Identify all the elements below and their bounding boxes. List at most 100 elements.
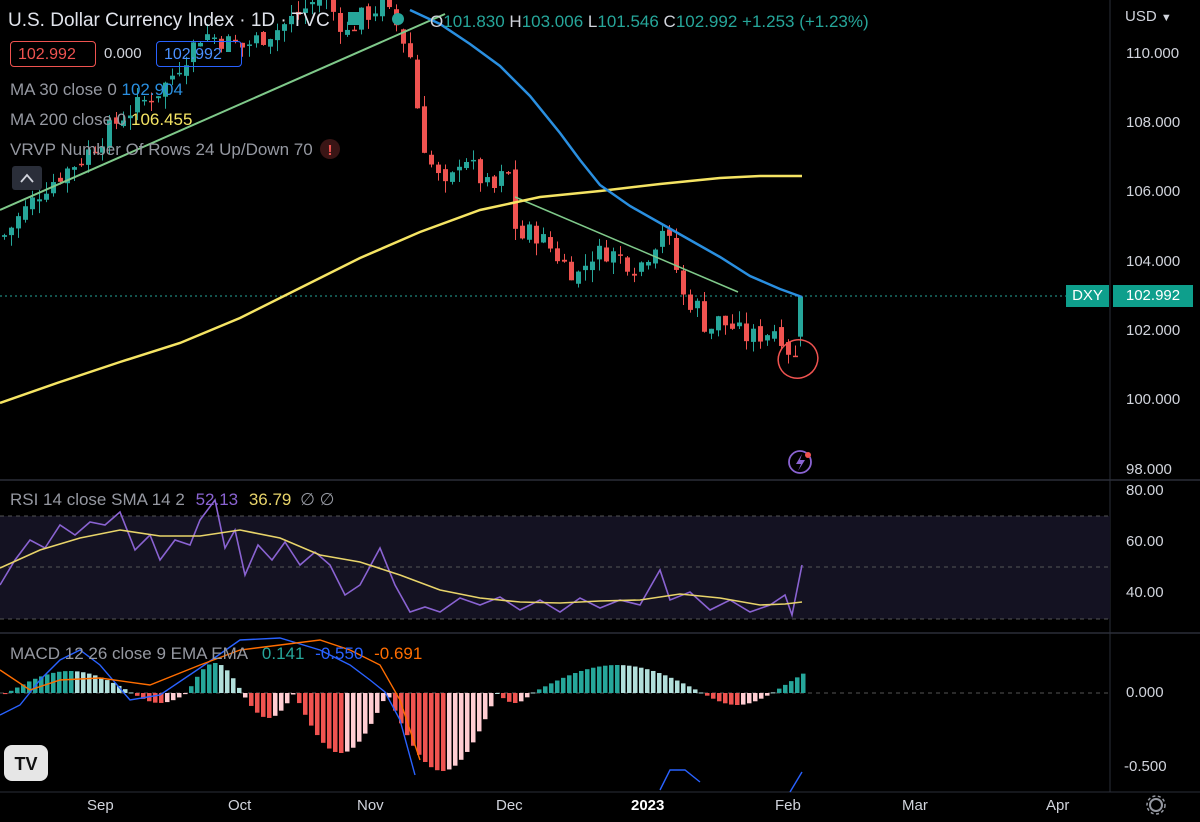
symbol-tag: DXY (1066, 285, 1109, 307)
candle-body (429, 154, 434, 165)
currency-selector[interactable]: USD ▼ (1125, 8, 1172, 25)
macd-hist-bar (717, 693, 722, 702)
macd-hist-bar (267, 693, 272, 718)
macd-hist-value: 0.141 (261, 644, 305, 663)
macd-tick-neg05: -0.500 (1124, 758, 1167, 775)
time-tick-dec: Dec (496, 797, 523, 814)
macd-hist-bar (363, 693, 368, 734)
rsi-legend[interactable]: RSI 14 close SMA 14 2 52.13 36.79 ∅ ∅ (10, 490, 334, 510)
candle-body (541, 234, 546, 243)
macd-hist-bar (663, 675, 668, 693)
signal-line (0, 639, 421, 761)
candle-body (226, 36, 231, 53)
macd-hist-bar (423, 693, 428, 762)
trend-line-up (0, 13, 446, 211)
macd-hist-bar (369, 693, 374, 724)
candle-body (30, 197, 35, 210)
macd-hist-bar (405, 693, 410, 736)
macd-hist-bar (243, 693, 248, 698)
rsi-label: RSI 14 close SMA 14 2 (10, 490, 185, 509)
candle-body (443, 169, 448, 182)
settings-gear-icon[interactable] (1146, 795, 1166, 815)
candle-body (457, 166, 462, 171)
candle-body (338, 13, 343, 32)
candle-body (170, 75, 175, 80)
rsi-extra: ∅ ∅ (300, 490, 335, 509)
macd-hist-bar (585, 669, 590, 693)
time-tick-apr: Apr (1046, 797, 1070, 814)
macd-hist-bar (327, 693, 332, 749)
vrvp-legend[interactable]: VRVP Number Of Rows 24 Up/Down 70 (10, 140, 313, 159)
macd-hist-bar (801, 673, 806, 693)
macd-hist-bar (255, 693, 260, 713)
macd-legend[interactable]: MACD 12 26 close 9 EMA EMA 0.141 -0.550 … (10, 644, 422, 664)
macd-hist-bar (309, 693, 314, 726)
candle-body (359, 7, 364, 30)
candle-body (233, 39, 238, 43)
macd-hist-bar (291, 693, 296, 695)
candle-body (436, 164, 441, 174)
candle-body (317, 0, 322, 6)
price-tick-102: 102.000 (1126, 322, 1181, 339)
candle-body (198, 42, 203, 47)
macd-hist-bar (561, 677, 566, 693)
macd-line-bottom (659, 769, 701, 791)
buy-button[interactable]: 102.992 (156, 41, 242, 67)
macd-hist-bar (141, 693, 146, 699)
low-label: L (587, 12, 598, 31)
macd-hist-bar (429, 693, 434, 768)
trend-line-down (514, 196, 739, 293)
last-price-tag: 102.992 (1113, 285, 1193, 307)
macd-hist-bar (321, 693, 326, 743)
macd-hist-bar (189, 686, 194, 693)
macd-hist-bar (351, 693, 356, 748)
error-warning-icon[interactable]: ! (320, 139, 340, 159)
price-tick-106: 106.000 (1126, 183, 1181, 200)
lightning-alert-icon[interactable] (788, 450, 812, 474)
macd-hist-bar (753, 693, 758, 702)
candle-body (492, 176, 497, 188)
macd-hist-bar (471, 693, 476, 743)
rsi-tick-60: 60.00 (1126, 533, 1164, 550)
candle-body (212, 37, 217, 40)
rsi-tick-40: 40.00 (1126, 584, 1164, 601)
ma30-legend[interactable]: MA 30 close 0 102.904 (10, 80, 183, 100)
sell-button[interactable]: 102.992 (10, 41, 96, 67)
candle-body (345, 29, 350, 35)
macd-hist-bar (669, 677, 674, 693)
candle-body (688, 294, 693, 310)
candle-body (352, 29, 357, 32)
candle-body (289, 15, 294, 25)
candle-body (366, 6, 371, 20)
macd-hist-bar (357, 693, 362, 742)
collapse-chevron-icon[interactable] (12, 166, 42, 190)
candle-body (142, 99, 147, 102)
candle-body (93, 151, 98, 154)
spread-value: 0.000 (104, 45, 142, 62)
candle-body (534, 225, 539, 244)
macd-hist-bar (687, 686, 692, 693)
macd-hist-bar (75, 671, 80, 693)
macd-hist-bar (207, 664, 212, 693)
candle-body (758, 326, 763, 342)
candle-body (331, 0, 336, 12)
candle-body (65, 168, 70, 184)
candle-body (128, 115, 133, 119)
macd-hist-bar (15, 687, 20, 693)
chart-title[interactable]: U.S. Dollar Currency Index · 1D · TVC (8, 10, 330, 31)
macd-hist-bar (195, 676, 200, 693)
macd-hist-bar (567, 675, 572, 693)
macd-hist-bar (513, 693, 518, 703)
macd-hist-bar (783, 684, 788, 693)
macd-hist-bar (795, 677, 800, 693)
candle-body (548, 237, 553, 249)
candle-body (674, 237, 679, 270)
candle-body (765, 335, 770, 341)
macd-hist-bar (747, 693, 752, 704)
ma200-legend[interactable]: MA 200 close 0 106.455 (10, 110, 192, 130)
macd-hist-bar (3, 693, 8, 695)
candle-body (667, 229, 672, 236)
candle-body (107, 120, 112, 148)
candle-body (58, 177, 63, 182)
